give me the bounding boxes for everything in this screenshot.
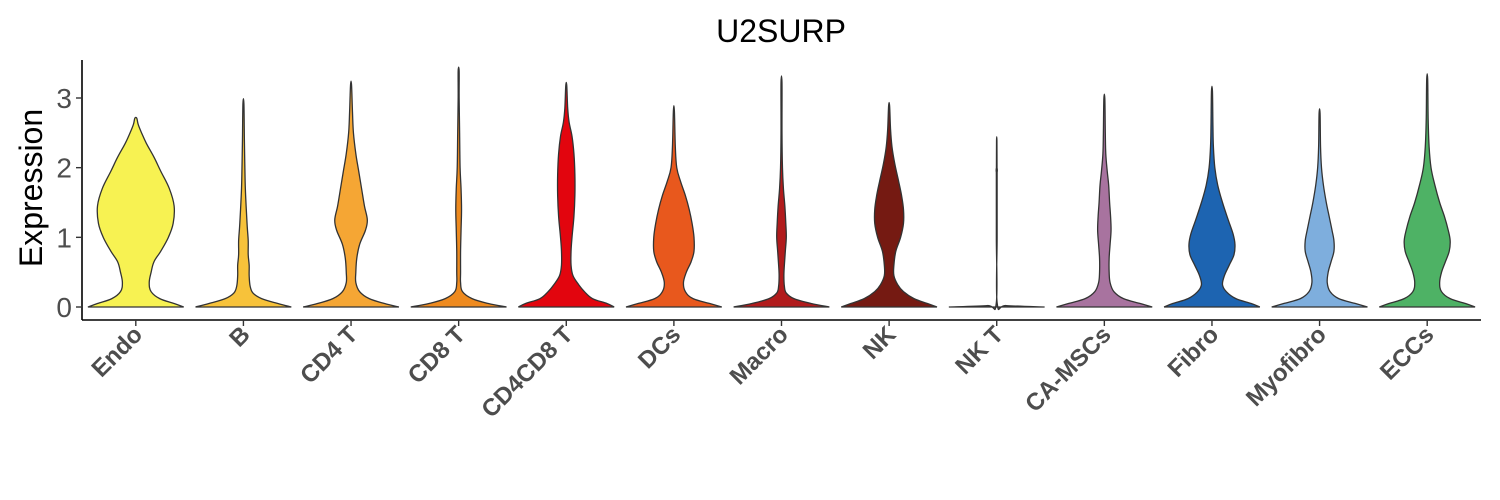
x-tick-label-endo: Endo — [87, 321, 149, 383]
x-tick-label-nk: NK — [858, 321, 902, 365]
y-axis-ticks: 0 1 2 3 — [56, 83, 82, 323]
x-tick-label-dcs: DCs — [633, 321, 686, 374]
violin-b — [195, 98, 292, 308]
violin-macro — [733, 75, 830, 308]
x-tick-label-cd4-t: CD4 T — [295, 321, 363, 389]
violin-fibro — [1163, 85, 1261, 308]
violin-dcs — [625, 105, 722, 308]
chart-title: U2SURP — [716, 13, 846, 49]
violin-cd4cd8-t — [518, 81, 615, 308]
x-tick-label-nk-t: NK T — [950, 321, 1009, 380]
y-tick-label: 2 — [56, 153, 72, 184]
x-tick-label-cd8-t: CD8 T — [403, 321, 471, 389]
x-tick-label-ca-mscs: CA-MSCs — [1020, 321, 1116, 417]
violin-cd8-t — [410, 66, 507, 308]
violin-myofibro — [1271, 108, 1368, 308]
x-tick-label-cd4cd8-t: CD4CD8 T — [476, 321, 578, 423]
violin-nk — [841, 101, 938, 308]
y-tick-label: 0 — [56, 292, 72, 323]
violin-endo — [87, 116, 184, 308]
violin-nk-t — [948, 136, 1045, 311]
x-tick-label-fibro: Fibro — [1163, 321, 1225, 383]
y-axis-label: Expression — [13, 109, 49, 267]
violin-eccs — [1379, 73, 1476, 308]
x-tick-label-b: B — [224, 321, 255, 352]
violin-group — [87, 66, 1476, 311]
x-tick-label-eccs: ECCs — [1375, 321, 1439, 385]
y-tick-label: 1 — [56, 222, 72, 253]
violin-ca-mscs — [1056, 93, 1153, 308]
x-tick-label-macro: Macro — [725, 321, 794, 390]
violin-cd4-t — [302, 80, 400, 308]
x-axis-ticks: Endo B CD4 T CD8 T CD4CD8 T DCs Macro NK NK T CA-… — [87, 320, 1439, 423]
x-tick-label-myofibro: Myofibro — [1241, 321, 1332, 412]
y-tick-label: 3 — [56, 83, 72, 114]
